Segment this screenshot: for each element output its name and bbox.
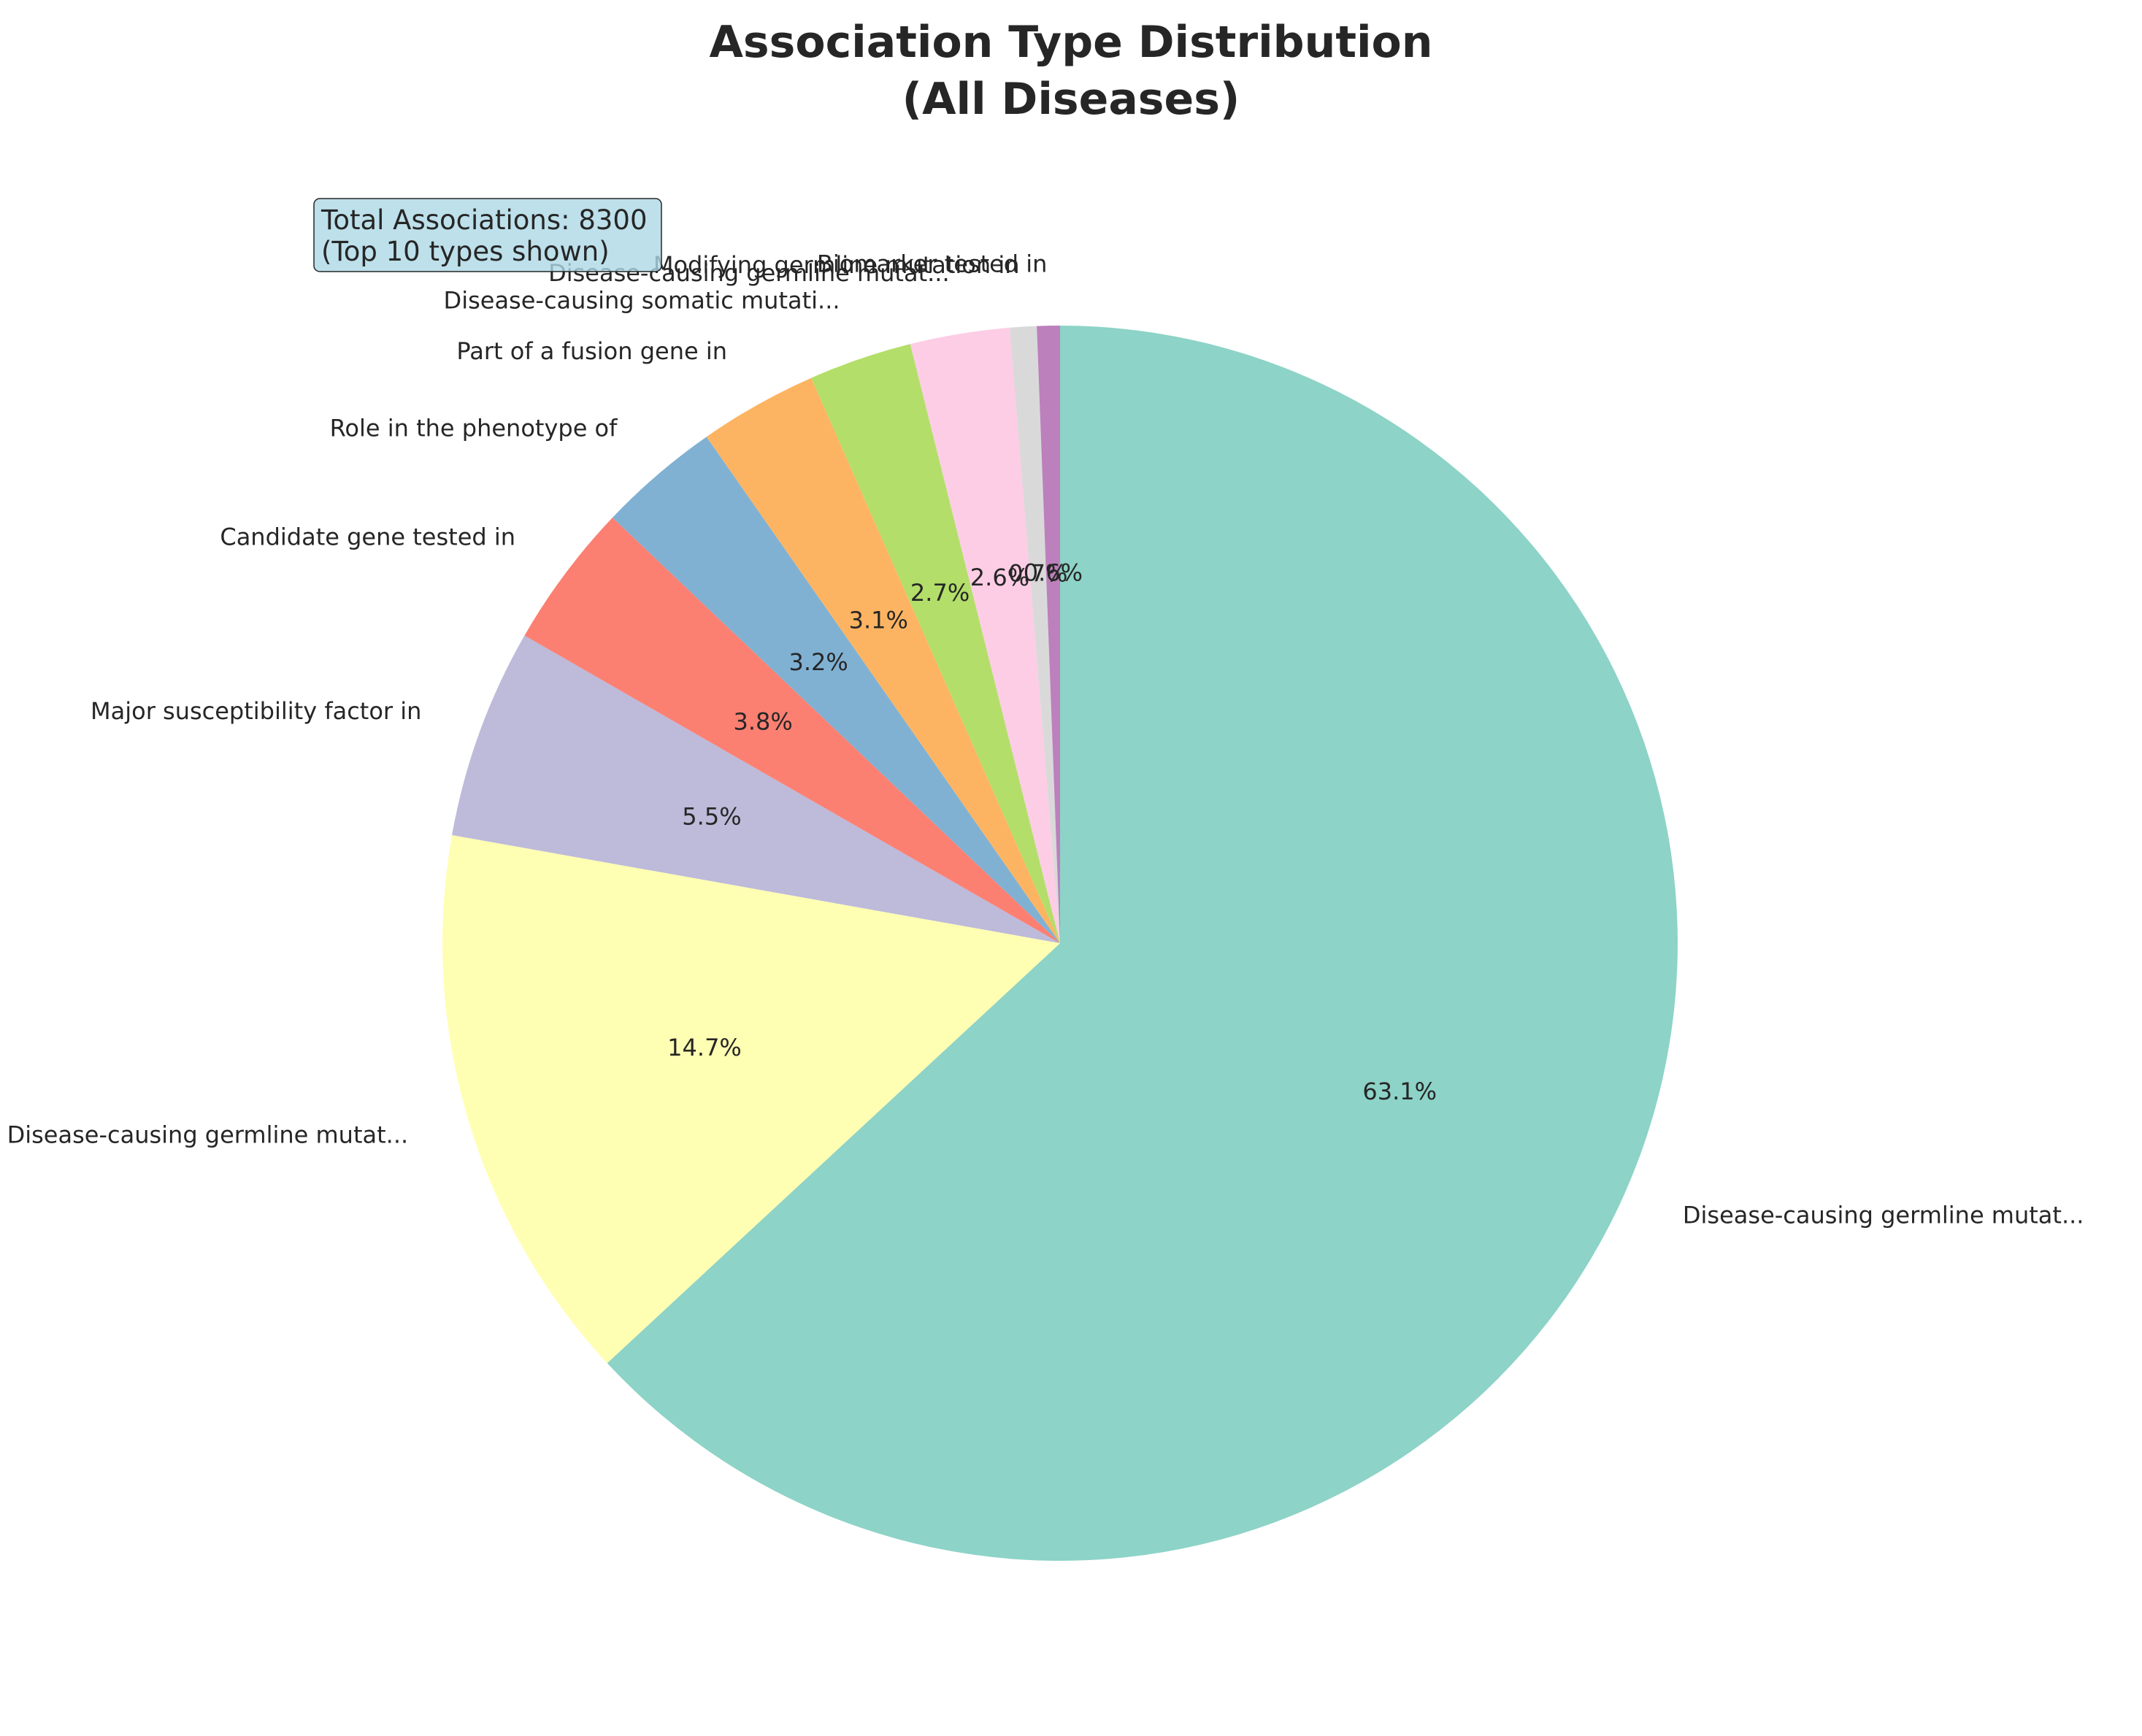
annotation-total-text: Total Associations: 8300 — [320, 204, 648, 236]
slice-percent-label-5: 3.2% — [788, 648, 848, 676]
annotation-background — [313, 198, 662, 272]
slice-category-label-4: Candidate gene tested in — [220, 523, 515, 551]
slice-category-label-10: Biomarker tested in — [817, 250, 1048, 278]
pie-slice-8 — [910, 327, 1060, 943]
pie-slice-3 — [452, 635, 1060, 943]
pie-slice-6 — [706, 377, 1060, 943]
annotation-subtitle-text: (Top 10 types shown) — [321, 236, 610, 267]
chart-title-line-1: Association Type Distribution — [710, 17, 1433, 68]
total-annotation-box: Total Associations: 8300 (Top 10 types s… — [313, 198, 662, 272]
slice-category-label-1: Disease-causing germline mutat... — [1683, 1201, 2084, 1229]
slice-category-label-5: Role in the phenotype of — [330, 414, 618, 442]
slice-percent-label-1: 63.1% — [1362, 1078, 1437, 1105]
slice-percent-label-7: 2.7% — [910, 579, 970, 607]
slice-category-label-7: Disease-causing somatic mutati... — [444, 287, 840, 315]
slice-category-label-6: Part of a fusion gene in — [456, 337, 727, 365]
pie-slice-9 — [1009, 326, 1060, 944]
slice-category-label-3: Major susceptibility factor in — [91, 697, 421, 725]
pie-slice-5 — [612, 437, 1060, 943]
slice-percent-label-4: 3.8% — [733, 708, 792, 736]
slice-percent-label-10: 0.6% — [1024, 558, 1083, 586]
slice-percent-label-9: 0.7% — [1008, 559, 1067, 587]
slice-percent-label-2: 14.7% — [667, 1034, 742, 1061]
pie-labels: 63.1% Disease-causing germline mutat... 14… — [7, 250, 2084, 1229]
pie-slice-10 — [1037, 326, 1060, 943]
slice-percent-label-3: 5.5% — [682, 803, 741, 831]
pie-slice-1 — [607, 326, 1678, 1561]
pie-slice-4 — [524, 518, 1060, 943]
slice-percent-label-6: 3.1% — [849, 607, 908, 634]
slice-percent-label-8: 2.6% — [970, 564, 1029, 591]
pie-slices — [442, 326, 1678, 1561]
chart-title-line-2: (All Diseases) — [902, 74, 1240, 125]
pie-slice-2 — [442, 834, 1060, 1364]
slice-category-label-9: Modifying germline mutation in — [653, 251, 1020, 279]
slice-category-label-2: Disease-causing germline mutat... — [7, 1121, 409, 1148]
pie-slice-7 — [811, 344, 1060, 943]
